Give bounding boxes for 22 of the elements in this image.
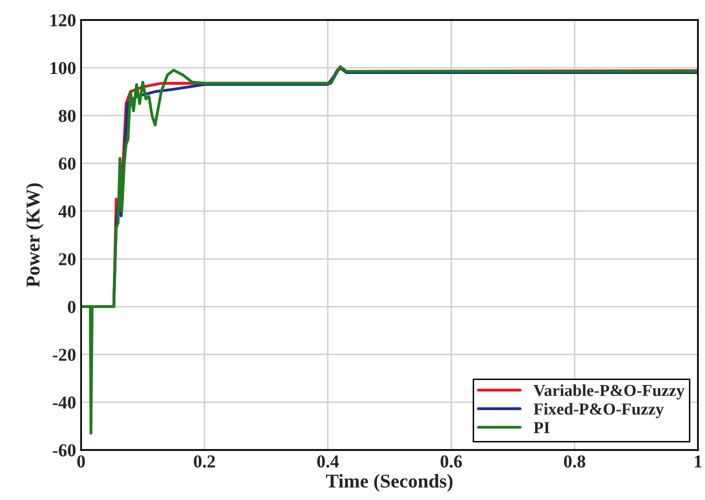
y-tick-label: -40	[52, 396, 76, 409]
legend-label: Fixed-P&O-Fuzzy	[534, 402, 664, 418]
y-tick-label: -60	[52, 444, 76, 456]
y-tick-label: 80	[58, 110, 76, 122]
x-axis-title: Time (Seconds)	[326, 474, 452, 492]
y-tick-label: 120	[50, 14, 76, 26]
x-tick-label: 0.6	[440, 455, 462, 468]
y-tick-label: 40	[58, 205, 76, 218]
line-series	[81, 65, 698, 435]
x-tick-label: 1	[694, 455, 702, 468]
x-tick-label: 0	[77, 455, 85, 468]
y-tick-label: 20	[58, 253, 76, 266]
x-tick-label: 0.8	[564, 455, 586, 468]
y-axis-title: Power (KW)	[26, 183, 44, 288]
legend-label: Variable-P&O-Fuzzy	[534, 384, 684, 400]
y-tick-label: 60	[58, 158, 76, 170]
legend-label: PI	[534, 422, 550, 434]
y-tick-label: 0	[68, 300, 76, 314]
x-tick-label: 0.2	[194, 455, 215, 468]
y-tick-label: -20	[52, 348, 76, 361]
y-tick-label: 100	[50, 62, 76, 74]
x-tick-label: 0.4	[317, 455, 339, 468]
